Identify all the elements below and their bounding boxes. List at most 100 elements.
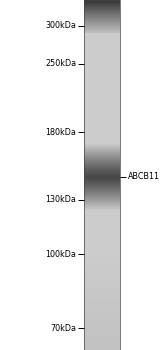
Bar	[84, 239, 120, 240]
Bar	[84, 107, 120, 108]
Bar	[84, 325, 120, 326]
Bar	[84, 234, 120, 235]
Bar	[84, 16, 120, 17]
Bar	[84, 283, 120, 284]
Bar	[84, 173, 120, 174]
Bar	[84, 317, 120, 318]
Bar	[84, 88, 120, 89]
Bar	[84, 124, 120, 125]
Bar	[84, 223, 120, 224]
Bar	[84, 303, 120, 304]
Bar	[84, 338, 120, 339]
Bar	[84, 240, 120, 241]
Bar	[84, 44, 120, 45]
Bar	[84, 174, 120, 175]
Bar	[84, 197, 120, 198]
Bar	[84, 204, 120, 205]
Bar	[84, 198, 120, 199]
Bar	[84, 94, 120, 95]
Bar	[84, 140, 120, 141]
Bar	[84, 77, 120, 78]
Bar	[84, 67, 120, 68]
Bar	[84, 245, 120, 246]
Bar	[84, 0, 120, 350]
Bar	[84, 111, 120, 112]
Bar	[84, 25, 120, 26]
Bar	[84, 186, 120, 187]
Bar	[84, 176, 120, 177]
Bar	[84, 189, 120, 190]
Bar	[84, 266, 120, 267]
Bar	[84, 151, 120, 152]
Bar	[84, 182, 120, 183]
Text: 250kDa: 250kDa	[45, 60, 76, 68]
Bar	[84, 292, 120, 293]
Bar	[84, 229, 120, 230]
Bar	[84, 327, 120, 328]
Bar	[84, 146, 120, 147]
Bar	[84, 41, 120, 42]
Bar	[84, 313, 120, 314]
Bar	[84, 214, 120, 215]
Bar	[84, 309, 120, 310]
Bar	[84, 117, 120, 118]
Bar	[84, 287, 120, 288]
Bar	[84, 306, 120, 307]
Bar	[84, 142, 120, 143]
Bar	[84, 133, 120, 134]
Bar	[84, 295, 120, 296]
Bar	[84, 290, 120, 291]
Bar	[84, 6, 120, 7]
Bar	[84, 211, 120, 212]
Bar	[84, 301, 120, 302]
Bar	[84, 250, 120, 251]
Bar	[84, 135, 120, 136]
Bar	[84, 349, 120, 350]
Bar	[84, 233, 120, 234]
Bar	[84, 129, 120, 130]
Bar	[84, 293, 120, 294]
Bar	[84, 199, 120, 200]
Bar	[84, 152, 120, 153]
Bar	[84, 336, 120, 337]
Bar	[84, 241, 120, 242]
Bar	[84, 95, 120, 96]
Bar	[84, 65, 120, 66]
Bar	[84, 222, 120, 223]
Bar	[84, 34, 120, 35]
Bar	[84, 314, 120, 315]
Bar	[84, 51, 120, 52]
Bar	[84, 98, 120, 99]
Bar	[84, 181, 120, 182]
Bar	[84, 136, 120, 137]
Bar	[84, 84, 120, 85]
Bar	[84, 346, 120, 347]
Bar	[84, 332, 120, 333]
Bar	[84, 23, 120, 24]
Bar	[84, 10, 120, 11]
Bar	[84, 104, 120, 105]
Bar	[84, 71, 120, 72]
Bar	[84, 113, 120, 114]
Bar	[84, 56, 120, 57]
Bar	[84, 267, 120, 268]
Bar	[84, 74, 120, 75]
Bar	[84, 86, 120, 87]
Bar	[84, 337, 120, 338]
Bar	[84, 157, 120, 158]
Bar	[84, 268, 120, 269]
Bar	[84, 343, 120, 344]
Bar	[84, 261, 120, 262]
Bar	[84, 258, 120, 259]
Bar	[84, 78, 120, 79]
Bar	[84, 291, 120, 292]
Bar	[84, 125, 120, 126]
Bar	[84, 69, 120, 70]
Bar	[84, 208, 120, 209]
Bar	[84, 264, 120, 265]
Bar	[84, 127, 120, 128]
Bar	[84, 76, 120, 77]
Text: 70kDa: 70kDa	[50, 324, 76, 332]
Bar	[84, 289, 120, 290]
Bar	[84, 8, 120, 9]
